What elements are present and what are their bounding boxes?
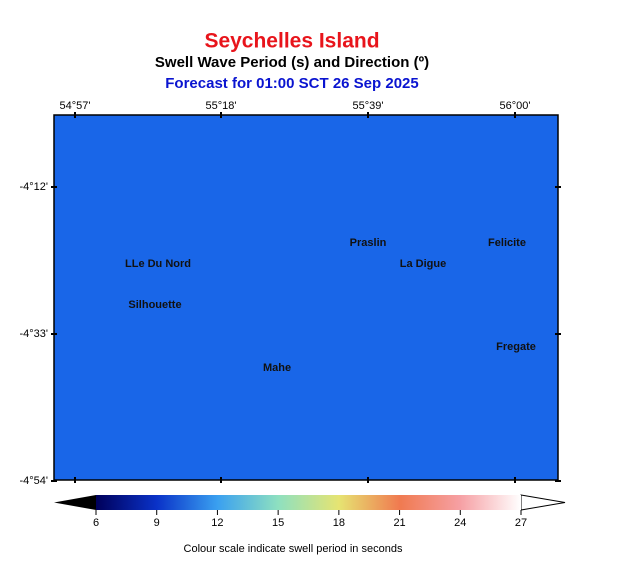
place-label: Praslin [350,237,387,249]
lon-label: 55°39' [353,100,384,112]
lat-label: -4°54' [19,475,48,487]
place-label: Silhouette [128,299,181,311]
colorbar-tick-label: 15 [272,517,284,529]
colorbar-tick-label: 27 [515,517,527,529]
lat-axis: -4°12' -4°33' -4°54' [19,181,561,487]
colorbar: 6 9 12 15 18 21 24 27 [54,494,566,529]
subtitle: Swell Wave Period (s) and Direction (º) [155,54,429,71]
places: Praslin Felicite La Digue LLe Du Nord Silhou… [125,237,536,374]
map-area [53,114,559,481]
place-label: La Digue [400,258,446,270]
lon-label: 56°00' [500,100,531,112]
lat-label: -4°12' [19,181,48,193]
colorbar-high-arrow [520,494,566,511]
forecast: Forecast for 01:00 SCT 26 Sep 2025 [165,75,418,92]
place-label: LLe Du Nord [125,258,191,270]
lon-label: 55°18' [206,100,237,112]
colorbar-bar [96,495,521,510]
colorbar-tick-label: 24 [454,517,466,529]
lon-axis: 54°57' 55°18' 55°39' 56°00' [60,100,531,483]
place-label: Felicite [488,237,526,249]
colorbar-caption: Colour scale indicate swell period in se… [184,543,403,555]
colorbar-tick-label: 18 [333,517,345,529]
lat-label: -4°33' [19,328,48,340]
title: Seychelles Island [204,30,379,53]
colorbar-low-arrow [54,495,96,510]
place-label: Mahe [263,362,291,374]
colorbar-tick-label: 21 [393,517,405,529]
lon-label: 54°57' [60,100,91,112]
colorbar-tick-label: 12 [211,517,223,529]
colorbar-tick-label: 9 [154,517,160,529]
place-label: Fregate [496,341,536,353]
colorbar-tick-label: 6 [93,517,99,529]
